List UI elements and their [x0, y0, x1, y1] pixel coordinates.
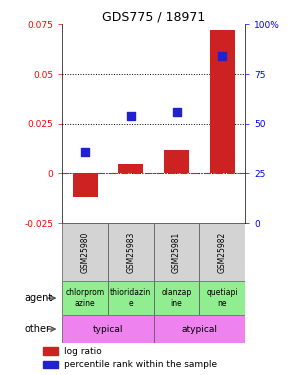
Bar — [62, 315, 154, 343]
Text: atypical: atypical — [181, 325, 218, 334]
Text: GSM25983: GSM25983 — [126, 231, 135, 273]
Text: olanzap
ine: olanzap ine — [162, 288, 192, 308]
Text: chlorprom
azine: chlorprom azine — [66, 288, 105, 308]
Bar — [108, 281, 154, 315]
Bar — [154, 281, 200, 315]
Text: GSM25982: GSM25982 — [218, 231, 227, 273]
Text: log ratio: log ratio — [64, 346, 102, 355]
Text: GSM25981: GSM25981 — [172, 231, 181, 273]
Bar — [108, 223, 154, 281]
Point — [128, 113, 133, 119]
Point — [220, 53, 224, 59]
Bar — [210, 30, 235, 173]
Point — [174, 109, 179, 115]
Bar — [62, 223, 108, 281]
Bar — [72, 173, 98, 197]
Bar — [199, 223, 245, 281]
Bar — [62, 281, 108, 315]
Bar — [43, 361, 58, 368]
Bar — [164, 150, 189, 173]
Bar — [199, 281, 245, 315]
Title: GDS775 / 18971: GDS775 / 18971 — [102, 10, 205, 23]
Text: quetiapi
ne: quetiapi ne — [206, 288, 238, 308]
Bar — [43, 347, 58, 355]
Text: thioridazin
e: thioridazin e — [110, 288, 151, 308]
Bar — [118, 164, 144, 173]
Text: GSM25980: GSM25980 — [81, 231, 90, 273]
Text: agent: agent — [25, 293, 53, 303]
Text: percentile rank within the sample: percentile rank within the sample — [64, 360, 217, 369]
Text: typical: typical — [93, 325, 123, 334]
Bar — [154, 223, 200, 281]
Point — [83, 148, 88, 154]
Bar — [154, 315, 245, 343]
Text: other: other — [25, 324, 51, 334]
